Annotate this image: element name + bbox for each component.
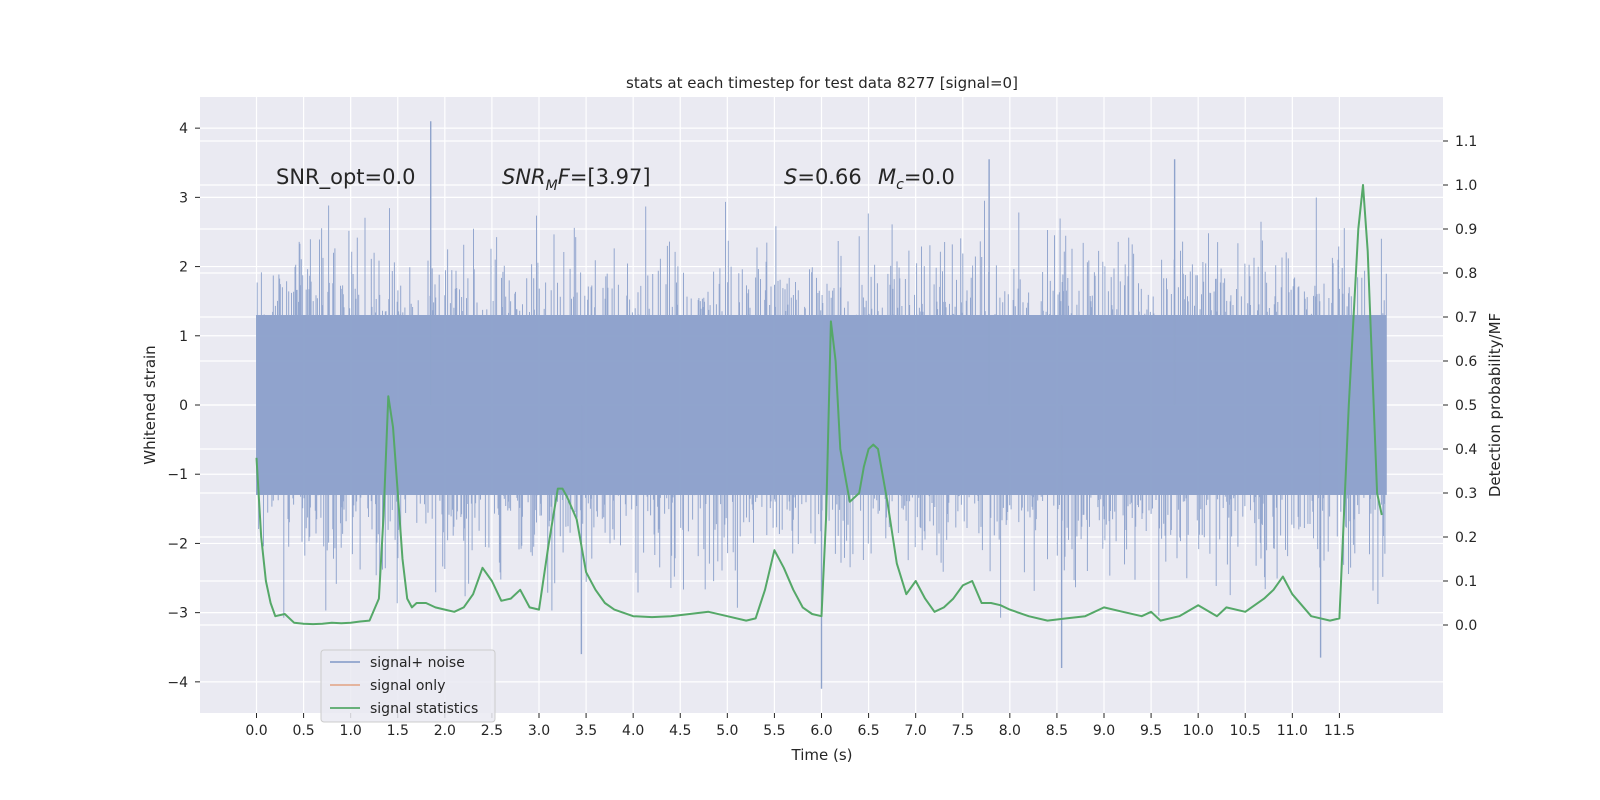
left-y-tick-label: −4	[167, 675, 188, 691]
x-tick-label: 10.5	[1230, 723, 1261, 739]
x-tick-label: 6.5	[857, 723, 879, 739]
snr-mf-value: =[3.97]	[570, 165, 651, 189]
legend-box	[320, 649, 496, 723]
x-tick-label: 0.0	[245, 723, 267, 739]
x-tick-label: 2.5	[481, 723, 503, 739]
chart-title: stats at each timestep for test data 827…	[626, 74, 1018, 92]
x-tick-label: 9.0	[1093, 723, 1115, 739]
annotation-snr-opt: SNR_opt=0.0	[276, 165, 416, 190]
legend-label-stats: signal statistics	[370, 701, 478, 717]
right-y-tick-label: 0.0	[1455, 618, 1477, 634]
right-y-tick-label: 0.5	[1455, 398, 1477, 414]
snr-mf-symbol: SNR	[502, 165, 546, 189]
x-tick-label: 8.5	[1046, 723, 1068, 739]
right-y-tick-label: 0.9	[1455, 222, 1477, 238]
legend-label-signal: signal only	[370, 678, 445, 694]
mc-subscript: c	[896, 177, 904, 193]
x-tick-label: 6.0	[810, 723, 832, 739]
snr-mf-subscript: M	[546, 178, 558, 194]
x-tick-label: 2.0	[434, 723, 456, 739]
x-tick-label: 7.5	[952, 723, 974, 739]
left-y-tick-label: 1	[179, 329, 188, 345]
signal-statistics-line	[255, 184, 1383, 626]
annotation-mc: Mc=0.0	[878, 165, 955, 193]
right-y-tick-label: 1.0	[1455, 178, 1477, 194]
s-symbol: S	[784, 165, 797, 189]
right-y-tick-label: 0.6	[1455, 354, 1477, 370]
x-tick-label: 5.5	[763, 723, 785, 739]
x-tick-label: 3.5	[575, 723, 597, 739]
left-y-tick-label: 0	[179, 398, 188, 414]
left-y-tick-label: −1	[167, 467, 188, 483]
left-y-axis-label: Whitened strain	[141, 345, 159, 464]
left-y-tick-label: 2	[179, 260, 188, 276]
x-axis-label: Time (s)	[791, 746, 853, 764]
x-tick-label: 9.5	[1140, 723, 1162, 739]
right-y-axis-label: Detection probability/MF	[1486, 313, 1504, 497]
left-y-tick-label: 3	[179, 190, 188, 206]
left-y-tick-label: −2	[167, 536, 188, 552]
snr-mf-tail: F	[558, 165, 571, 189]
x-tick-label: 1.5	[387, 723, 409, 739]
annotation-s: S=0.66	[784, 165, 862, 189]
right-y-tick-label: 0.4	[1455, 442, 1477, 458]
s-value: =0.66	[797, 165, 861, 189]
legend-label-noise: signal+ noise	[370, 655, 465, 671]
right-y-tick-label: 0.3	[1455, 486, 1477, 502]
annotation-snr-mf: SNRMF=[3.97]	[502, 165, 651, 194]
x-tick-label: 8.0	[999, 723, 1021, 739]
x-tick-label: 10.0	[1183, 723, 1214, 739]
x-tick-label: 0.5	[292, 723, 314, 739]
mc-symbol: M	[878, 165, 896, 189]
legend: signal+ noise signal only signal statist…	[320, 649, 496, 723]
x-tick-label: 11.0	[1277, 723, 1308, 739]
right-y-tick-label: 0.7	[1455, 310, 1477, 326]
left-y-tick-label: 4	[179, 121, 188, 137]
x-tick-label: 4.0	[622, 723, 644, 739]
noise-trace	[256, 121, 1387, 689]
right-y-tick-label: 0.2	[1455, 530, 1477, 546]
x-tick-label: 11.5	[1324, 723, 1355, 739]
x-tick-label: 3.0	[528, 723, 550, 739]
right-y-tick-label: 0.8	[1455, 266, 1477, 282]
x-tick-label: 1.0	[340, 723, 362, 739]
x-tick-label: 7.0	[905, 723, 927, 739]
mc-value: =0.0	[904, 165, 955, 189]
right-y-tick-label: 1.1	[1455, 134, 1477, 150]
signal-statistics-trace	[255, 184, 1383, 626]
x-tick-label: 4.5	[669, 723, 691, 739]
right-y-tick-label: 0.1	[1455, 574, 1477, 590]
tick-layer: 0.0 0.5 1.0 1.5 2.0 2.5 3.0 3.5 4.0 4.5 5.0 5.5 6.0 6…	[167, 121, 1477, 739]
left-y-tick-label: −3	[167, 606, 188, 622]
x-tick-label: 5.0	[716, 723, 738, 739]
